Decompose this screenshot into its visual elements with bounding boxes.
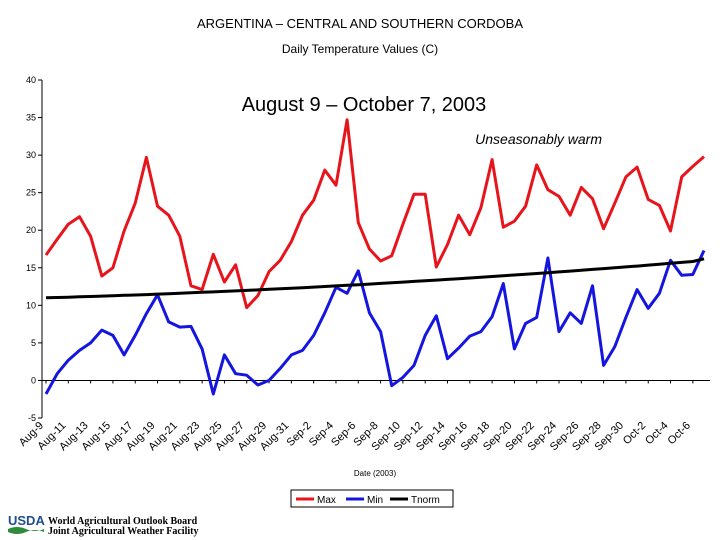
- x-tick-label: Sep-2: [285, 420, 314, 449]
- y-tick-label: 5: [31, 338, 36, 348]
- x-tick-label: Oct-4: [643, 420, 671, 448]
- y-tick-label: 40: [26, 75, 36, 85]
- series-line-tnorm: [45, 257, 705, 300]
- y-tick-label: 30: [26, 150, 36, 160]
- legend-label-tnorm: Tnorm: [411, 495, 440, 506]
- x-axis-label: Date (2003): [354, 469, 397, 478]
- legend-label-min: Min: [367, 495, 383, 506]
- x-tick-label: Oct-6: [665, 420, 693, 448]
- series-lines: [44, 118, 706, 396]
- y-tick-label: -5: [28, 413, 36, 423]
- chart-title: ARGENTINA – CENTRAL AND SOUTHERN CORDOBA: [196, 16, 523, 31]
- legend-box: [290, 489, 454, 508]
- x-tick-label: Oct-2: [621, 420, 649, 448]
- usda-logo-text: USDA: [8, 513, 45, 528]
- facility-name: Joint Agricultural Weather Facility: [48, 526, 199, 537]
- legend: Max Min Tnorm: [290, 489, 454, 508]
- warm-annotation: Unseasonably warm: [475, 131, 602, 147]
- y-tick-label: 20: [26, 225, 36, 235]
- x-tick-label: Sep-6: [329, 420, 358, 449]
- y-tick-label: 10: [26, 300, 36, 310]
- x-tick-label: Sep-4: [307, 420, 336, 449]
- x-axis: Aug-9Aug-11Aug-13Aug-15Aug-17Aug-19Aug-2…: [17, 379, 710, 453]
- series-line-max: [44, 118, 705, 310]
- y-tick-label: 0: [31, 375, 36, 385]
- series-line-min: [44, 249, 706, 396]
- y-tick-label: 15: [26, 263, 36, 273]
- usda-logo: USDA: [8, 513, 45, 534]
- y-axis: -5 0 5 10 15 20 25 30 35 40: [26, 75, 43, 423]
- y-tick-label: 25: [26, 188, 36, 198]
- y-tick-label: 35: [26, 113, 36, 123]
- period-annotation: August 9 – October 7, 2003: [242, 94, 487, 116]
- legend-label-max: Max: [317, 495, 336, 506]
- chart-subtitle: Daily Temperature Values (C): [281, 42, 439, 56]
- board-name: World Agricultural Outlook Board: [48, 516, 198, 527]
